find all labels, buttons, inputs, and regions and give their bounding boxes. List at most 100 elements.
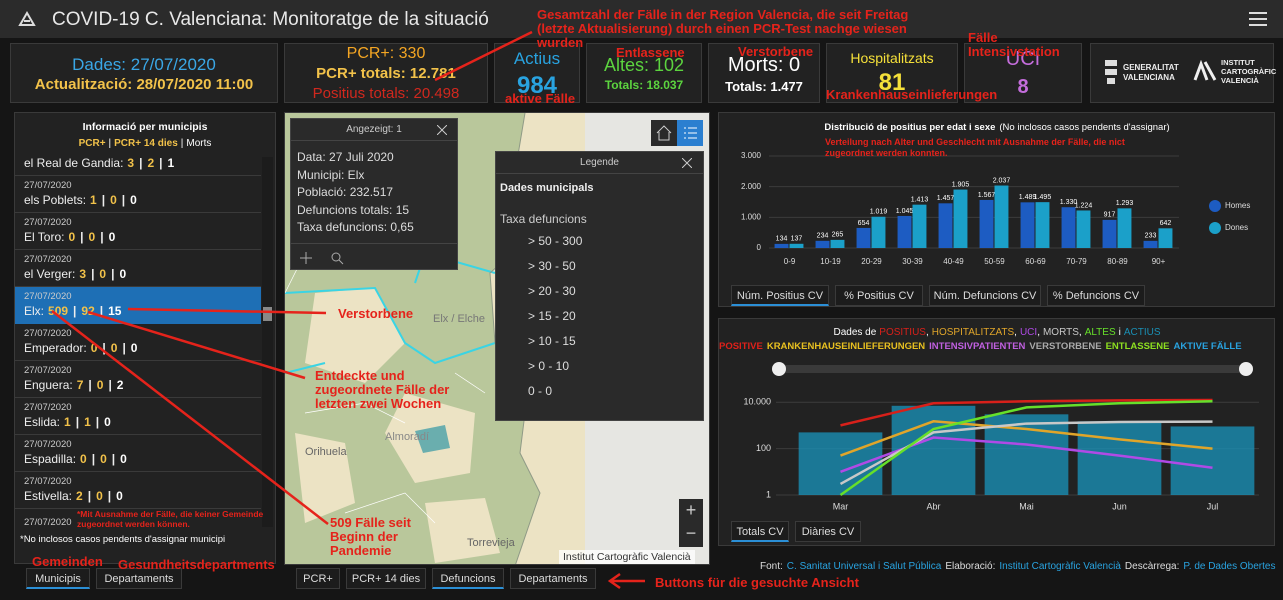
- popup-tools[interactable]: [299, 251, 359, 265]
- tab[interactable]: Núm. Positius CV: [731, 285, 829, 306]
- update-date: Actualització: 28/07/2020 11:00: [34, 76, 254, 93]
- icu-value: 8: [1017, 76, 1029, 98]
- tab[interactable]: Municipis: [26, 568, 90, 589]
- value-label: 917: [1104, 212, 1116, 219]
- row-values: Espadilla: 0 | 0 | 0: [24, 452, 127, 466]
- joiner: ,: [1037, 327, 1040, 338]
- zoom-control[interactable]: + −: [679, 499, 703, 547]
- municipality-row[interactable]: 27/07/2020 Espadilla: 0 | 0 | 0: [15, 435, 261, 472]
- municipality-value: 0: [130, 341, 138, 355]
- legend-label: 0 - 0: [528, 384, 553, 398]
- municipality-row[interactable]: 27/07/2020 Enguera: 7 | 0 | 2: [15, 361, 261, 398]
- municipality-value: 2: [76, 489, 83, 503]
- title: Dades de: [833, 327, 876, 338]
- annotation: Entdeckte und zugeordnete Fälle der letz…: [315, 368, 450, 411]
- joiner: ,: [1079, 327, 1082, 338]
- municipality-row[interactable]: el Real de Gandia: 3 | 2 | 1: [15, 151, 261, 176]
- municipality-name: el Verger:: [24, 267, 76, 281]
- popup-line: Municipi: Elx: [297, 167, 365, 182]
- tab[interactable]: Diàries CV: [795, 521, 861, 542]
- bar: [1076, 210, 1091, 248]
- gva-line: VALENCIANA: [1123, 73, 1175, 82]
- pcr-daily: PCR+: 330: [346, 45, 426, 62]
- municipality-value: 1: [84, 415, 91, 429]
- municipality-row[interactable]: 27/07/2020 els Poblets: 1 | 0 | 0: [15, 176, 261, 213]
- zoom-out[interactable]: −: [685, 523, 697, 543]
- slider-handle[interactable]: [772, 362, 786, 376]
- annotation: Verstorbene: [338, 306, 414, 321]
- age-chart: Distribució de positius per edat i sexe (…: [741, 122, 1250, 267]
- legend-item: Morts: [186, 138, 212, 149]
- value-label: 1.413: [911, 197, 929, 204]
- legend-button[interactable]: [677, 120, 703, 146]
- series-name: UCI: [1020, 327, 1037, 338]
- joiner: i: [1119, 327, 1121, 338]
- tab[interactable]: Defuncions: [432, 568, 504, 589]
- municipality-row[interactable]: 27/07/2020 el Verger: 3 | 0 | 0: [15, 250, 261, 287]
- municipality-value: 0: [80, 452, 87, 466]
- annotation: VERSTORBENE: [1029, 341, 1102, 352]
- x-tick-label: Jul: [1207, 501, 1219, 511]
- legend-item: 0 - 0: [500, 382, 690, 402]
- footer-link[interactable]: P. de Dades Obertes: [1183, 561, 1276, 572]
- arrow: [607, 572, 645, 590]
- pcr-total: PCR+ totals: 12.781: [316, 65, 456, 82]
- close-button[interactable]: [682, 158, 692, 168]
- time-chart: Dades de POSITIUS, HOSPITALITZATS, UCI, MORT…: [743, 327, 1259, 511]
- municipality-value: 0: [116, 489, 123, 503]
- scroll-thumb[interactable]: [263, 307, 272, 321]
- icv-icon: [1193, 60, 1217, 81]
- legend-label: Homes: [1225, 201, 1250, 210]
- map[interactable]: Elx / Elche Orihuela Almoradí Torrevieja…: [284, 112, 710, 565]
- separator: |: [87, 489, 92, 503]
- tab[interactable]: Totals CV: [731, 521, 789, 542]
- separator: |: [75, 415, 80, 429]
- municipality-row[interactable]: 27/07/2020 Emperador: 0 | 0 | 0: [15, 324, 261, 361]
- separator: |: [102, 341, 106, 355]
- municipality-row[interactable]: 27/07/2020 Eslida: 1 | 1 | 0: [15, 398, 261, 435]
- y-tick-label: 2.000: [741, 182, 762, 191]
- legend-label: > 20 - 30: [528, 284, 576, 298]
- close-button[interactable]: [437, 125, 447, 135]
- menu-button[interactable]: [1249, 11, 1267, 27]
- municipality-row[interactable]: 27/07/2020 El Toro: 0 | 0 | 0: [15, 213, 261, 250]
- tab[interactable]: % Defuncions CV: [1047, 285, 1145, 306]
- bar: [953, 189, 968, 248]
- footer-link[interactable]: C. Sanitat Universal i Salut Pública: [786, 561, 942, 572]
- tab[interactable]: Departaments: [510, 568, 596, 589]
- tab[interactable]: Núm. Defuncions CV: [929, 285, 1041, 306]
- municipality-row[interactable]: 27/07/2020 Elx: 509 | 92 | 15: [15, 287, 261, 324]
- chart-title: Distribució de positius per edat i sexe (…: [824, 122, 1169, 133]
- tab[interactable]: Departaments: [96, 568, 182, 589]
- home-button[interactable]: [651, 120, 677, 146]
- zoom-in[interactable]: +: [685, 500, 697, 520]
- legend-item: > 30 - 50: [500, 257, 690, 277]
- y-tick-label: 100: [756, 443, 771, 453]
- discharged-daily: Altes: 102: [603, 55, 685, 75]
- tab[interactable]: PCR+ 14 dies: [346, 568, 426, 589]
- range-slider[interactable]: [779, 365, 1246, 373]
- icv-line: INSTITUT: [1221, 58, 1255, 67]
- logos-box: GENERALITAT VALENCIANA INSTITUT CARTOGRÀ…: [1090, 43, 1276, 103]
- tab[interactable]: % Positius CV: [835, 285, 923, 306]
- value-label: 1.330: [1060, 199, 1078, 206]
- x-tick-label: 80-89: [1107, 257, 1128, 266]
- annotation: 509 Fälle seit Beginn der Pandemie: [330, 515, 411, 558]
- row-values: el Real de Gandia: 3 | 2 | 1: [24, 156, 174, 170]
- separator: |: [108, 138, 112, 149]
- separator: |: [121, 193, 126, 207]
- slider-handle[interactable]: [1239, 362, 1253, 376]
- series-name: MORTS: [1043, 327, 1079, 338]
- legend-field: Taxa defuncions: [500, 212, 587, 226]
- chart-title: Dades de POSITIUS, HOSPITALITZATS, UCI, MORT…: [833, 327, 1160, 338]
- scrollbar[interactable]: [262, 157, 273, 527]
- municipality-value: 0: [110, 193, 117, 207]
- municipality-row[interactable]: 27/07/2020 Estivella: 2 | 0 | 0: [15, 472, 261, 509]
- x-tick-label: 10-19: [820, 257, 841, 266]
- separator: |: [111, 452, 116, 466]
- annotation: INTENSIVPATIENTEN: [929, 341, 1026, 352]
- legend-item: > 15 - 20: [500, 307, 690, 327]
- footer-link[interactable]: Institut Cartogràfic Valencià: [999, 561, 1121, 572]
- tab[interactable]: PCR+: [296, 568, 340, 589]
- annotation: Gemeinden: [32, 554, 103, 569]
